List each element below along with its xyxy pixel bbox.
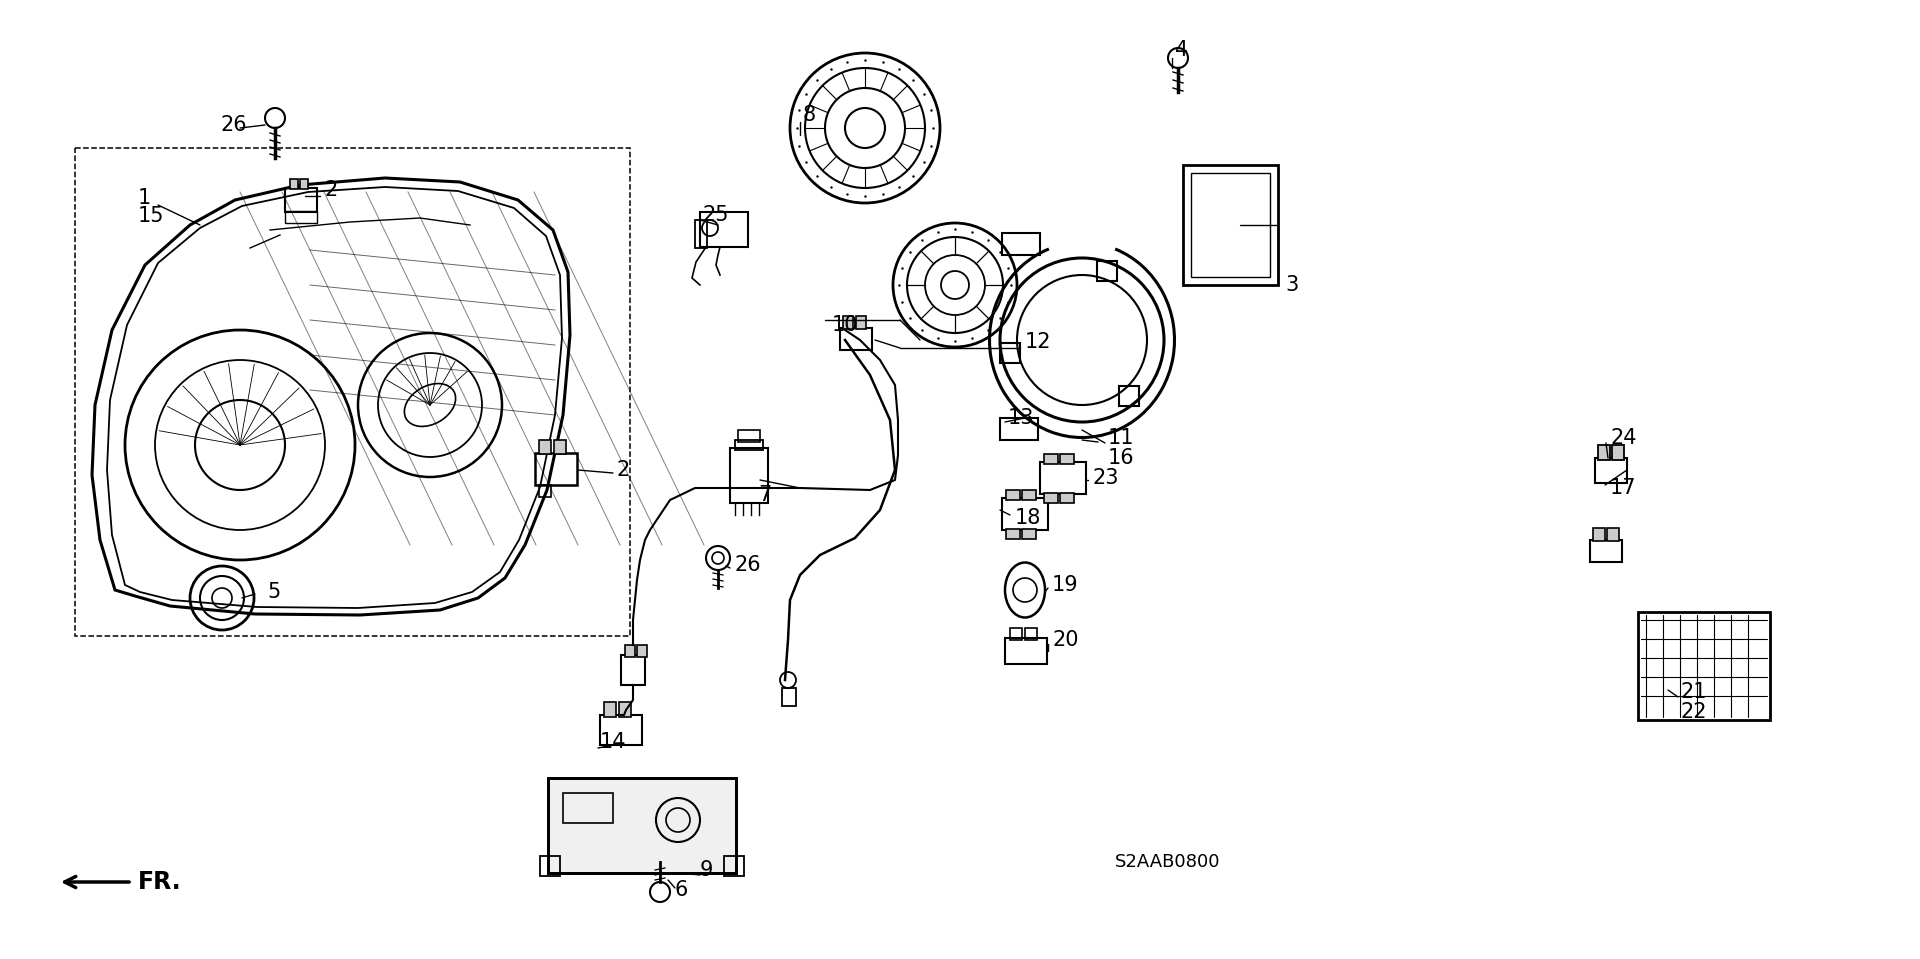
Bar bbox=[540, 485, 551, 497]
Bar bbox=[781, 688, 797, 706]
Text: 2: 2 bbox=[324, 180, 338, 200]
Bar bbox=[284, 188, 317, 212]
Bar bbox=[730, 448, 768, 503]
Bar bbox=[1060, 454, 1073, 464]
Bar bbox=[605, 702, 616, 717]
Bar bbox=[1044, 493, 1058, 503]
Text: 17: 17 bbox=[1611, 478, 1636, 498]
Text: 10: 10 bbox=[831, 315, 858, 335]
Bar bbox=[618, 702, 632, 717]
Bar bbox=[856, 316, 866, 329]
Text: 4: 4 bbox=[1175, 40, 1188, 60]
Bar bbox=[563, 793, 612, 823]
Text: 3: 3 bbox=[1284, 275, 1298, 295]
Bar bbox=[1596, 458, 1626, 483]
Bar bbox=[1044, 454, 1058, 464]
Bar bbox=[1021, 490, 1037, 500]
Bar bbox=[1025, 628, 1037, 640]
Bar bbox=[724, 856, 745, 876]
Bar bbox=[841, 328, 872, 350]
Bar bbox=[1041, 462, 1087, 494]
Text: 24: 24 bbox=[1611, 428, 1636, 448]
Bar bbox=[637, 645, 647, 657]
Bar bbox=[1000, 342, 1020, 363]
Bar bbox=[626, 645, 636, 657]
Text: 14: 14 bbox=[599, 732, 626, 752]
Bar bbox=[540, 856, 561, 876]
Text: 23: 23 bbox=[1092, 468, 1119, 488]
Bar bbox=[547, 778, 735, 873]
Bar bbox=[300, 179, 307, 189]
Text: 22: 22 bbox=[1680, 702, 1707, 722]
Bar bbox=[1002, 498, 1048, 530]
Bar bbox=[547, 778, 735, 873]
Text: 21: 21 bbox=[1680, 682, 1707, 702]
Text: 18: 18 bbox=[1016, 508, 1041, 528]
Text: 5: 5 bbox=[267, 582, 280, 602]
Text: 6: 6 bbox=[676, 880, 689, 900]
Text: 13: 13 bbox=[1008, 408, 1035, 428]
Bar bbox=[1010, 628, 1021, 640]
Bar bbox=[290, 179, 298, 189]
Text: 19: 19 bbox=[1052, 575, 1079, 595]
Bar bbox=[1021, 529, 1037, 539]
Bar bbox=[1004, 638, 1046, 664]
Text: 2: 2 bbox=[616, 460, 630, 480]
Bar bbox=[1119, 386, 1139, 406]
Bar bbox=[1002, 233, 1041, 255]
Text: 15: 15 bbox=[138, 206, 165, 226]
Bar bbox=[701, 212, 749, 247]
Text: 26: 26 bbox=[735, 555, 762, 575]
Bar bbox=[1613, 445, 1624, 460]
Bar bbox=[1594, 528, 1605, 541]
Text: S2AAB0800: S2AAB0800 bbox=[1116, 853, 1221, 871]
Bar bbox=[540, 440, 551, 454]
Bar bbox=[599, 715, 641, 745]
Bar bbox=[1590, 540, 1622, 562]
Bar bbox=[1000, 418, 1039, 440]
Bar bbox=[1597, 445, 1611, 460]
Text: 7: 7 bbox=[758, 485, 772, 505]
Bar bbox=[735, 440, 762, 450]
Text: 20: 20 bbox=[1052, 630, 1079, 650]
Bar bbox=[1096, 262, 1117, 281]
Text: 26: 26 bbox=[221, 115, 246, 135]
Bar bbox=[284, 211, 317, 223]
Text: 9: 9 bbox=[701, 860, 714, 880]
Bar bbox=[737, 430, 760, 442]
Bar bbox=[1006, 490, 1020, 500]
Bar bbox=[1638, 612, 1770, 720]
Bar bbox=[620, 655, 645, 685]
Bar bbox=[1183, 165, 1279, 285]
Text: 11: 11 bbox=[1108, 428, 1135, 448]
Bar bbox=[75, 148, 630, 636]
Bar bbox=[555, 440, 566, 454]
Bar bbox=[695, 220, 707, 248]
Text: 16: 16 bbox=[1108, 448, 1135, 468]
Bar bbox=[843, 316, 852, 329]
Bar bbox=[1607, 528, 1619, 541]
Text: FR.: FR. bbox=[138, 870, 182, 894]
Text: 8: 8 bbox=[803, 105, 816, 125]
Bar bbox=[1060, 493, 1073, 503]
Text: 12: 12 bbox=[1025, 332, 1052, 352]
Bar bbox=[1006, 529, 1020, 539]
Text: 1: 1 bbox=[138, 188, 152, 208]
Bar bbox=[536, 453, 578, 485]
Bar bbox=[1190, 173, 1269, 277]
Text: 25: 25 bbox=[703, 205, 730, 225]
